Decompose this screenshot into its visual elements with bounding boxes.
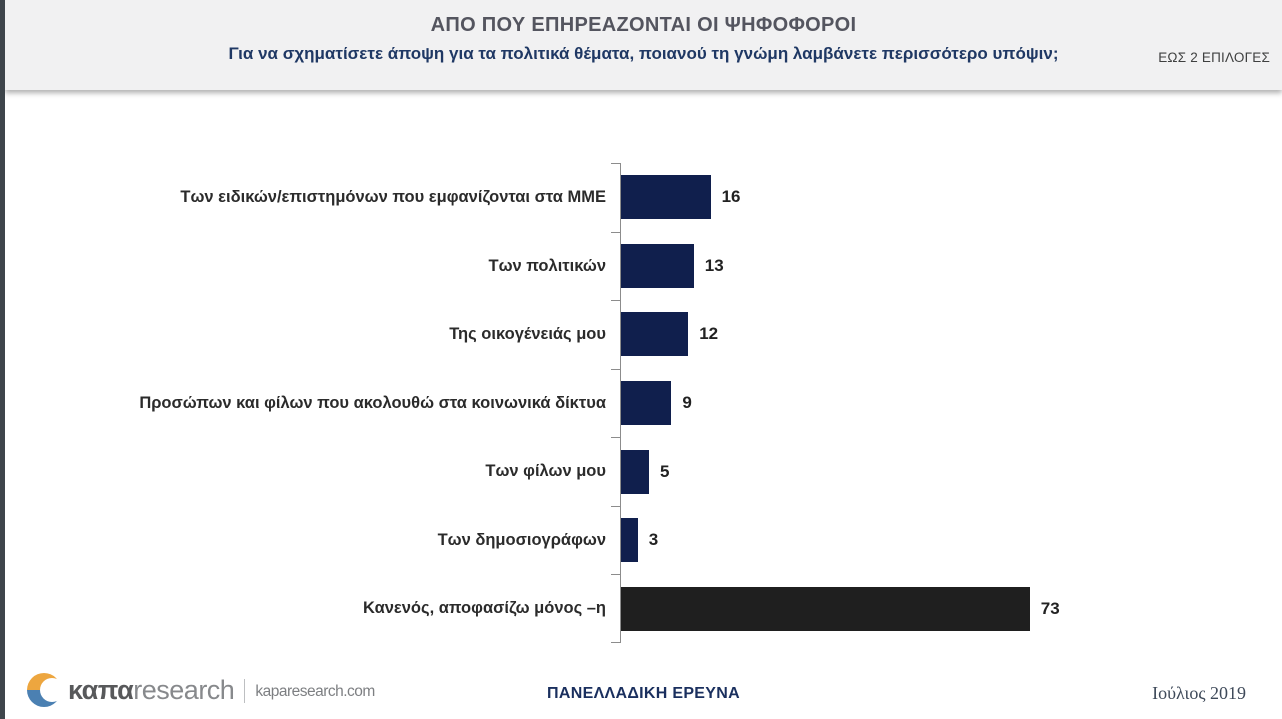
left-edge-strip [0, 0, 5, 719]
chart-row: Προσώπων και φίλων που ακολουθώ στα κοιν… [10, 368, 1190, 438]
logo-separator [244, 679, 246, 704]
chart-rows: Των ειδικών/επιστημόνων που εμφανίζονται… [10, 163, 1190, 644]
survey-date: Ιούλιος 2019 [1152, 683, 1246, 703]
category-label: Των δημοσιογράφων [437, 530, 606, 549]
value-label: 16 [721, 187, 741, 207]
bar [621, 449, 649, 494]
bar-cell: 13 [611, 231, 1190, 301]
bar [621, 243, 694, 288]
choices-note: ΕΩΣ 2 ΕΠΙΛΟΓΕΣ [1158, 50, 1270, 65]
kapa-research-logo: καπαresearch kaparesearch.com [27, 673, 375, 707]
value-label: 73 [1040, 598, 1060, 618]
survey-scope-label: ΠΑΝΕΛΛΑΔΙΚΗ ΕΡΕΥΝΑ [547, 685, 740, 702]
bar-cell: 12 [611, 300, 1190, 369]
category-label: Προσώπων και φίλων που ακολουθώ στα κοιν… [139, 393, 606, 412]
logo-text: καπαresearch kaparesearch.com [68, 675, 375, 706]
chart-row: Των ειδικών/επιστημόνων που εμφανίζονται… [10, 163, 1190, 232]
value-label: 13 [704, 255, 724, 275]
logo-brand: καπα [68, 674, 134, 705]
chart-row: Των πολιτικών 13 [10, 231, 1190, 301]
page-title: ΑΠΟ ΠΟΥ ΕΠΗΡΕΑΖΟΝΤΑΙ ΟΙ ΨΗΦΟΦΟΡΟΙ [430, 14, 857, 36]
header-band: ΑΠΟ ΠΟΥ ΕΠΗΡΕΑΖΟΝΤΑΙ ΟΙ ΨΗΦΟΦΟΡΟΙ Για να… [5, 0, 1282, 90]
bar-cell: 73 [611, 574, 1190, 644]
category-label: Των πολιτικών [488, 256, 606, 275]
logo-domain: kaparesearch.com [255, 682, 375, 700]
value-label: 9 [682, 393, 692, 413]
kapa-logo-icon [27, 673, 64, 707]
bar-cell: 5 [611, 437, 1190, 506]
category-label: Των ειδικών/επιστημόνων που εμφανίζονται… [180, 187, 606, 206]
category-label: Κανενός, αποφασίζω μόνος –η [363, 599, 606, 618]
bar [621, 381, 672, 426]
bar-cell: 9 [611, 368, 1190, 438]
header-titles: ΑΠΟ ΠΟΥ ΕΠΗΡΕΑΖΟΝΤΑΙ ΟΙ ΨΗΦΟΦΟΡΟΙ Για να… [5, 14, 1282, 64]
bar-cell: 16 [611, 163, 1190, 232]
value-label: 3 [648, 530, 659, 550]
page-subtitle: Για να σχηματίσετε άποψη για τα πολιτικά… [228, 44, 1059, 63]
bar-chart: Των ειδικών/επιστημόνων που εμφανίζονται… [10, 163, 1190, 644]
category-label: Της οικογένειάς μου [449, 325, 606, 344]
bar [621, 518, 638, 563]
bar [621, 175, 711, 220]
chart-row: Των φίλων μου 5 [10, 437, 1190, 506]
category-label: Των φίλων μου [485, 462, 606, 481]
bar-cell: 3 [611, 505, 1190, 575]
bar [621, 586, 1030, 631]
chart-row: Της οικογένειάς μου 12 [10, 300, 1190, 369]
footer: καπαresearch kaparesearch.com ΠΑΝΕΛΛΑΔΙΚΗ… [5, 659, 1282, 719]
bar [621, 312, 689, 357]
value-label: 5 [660, 461, 670, 481]
chart-row: Κανενός, αποφασίζω μόνος –η 73 [10, 574, 1190, 644]
value-label: 12 [699, 324, 719, 344]
logo-brand-suffix: research [133, 674, 235, 705]
chart-row: Των δημοσιογράφων 3 [10, 505, 1190, 575]
